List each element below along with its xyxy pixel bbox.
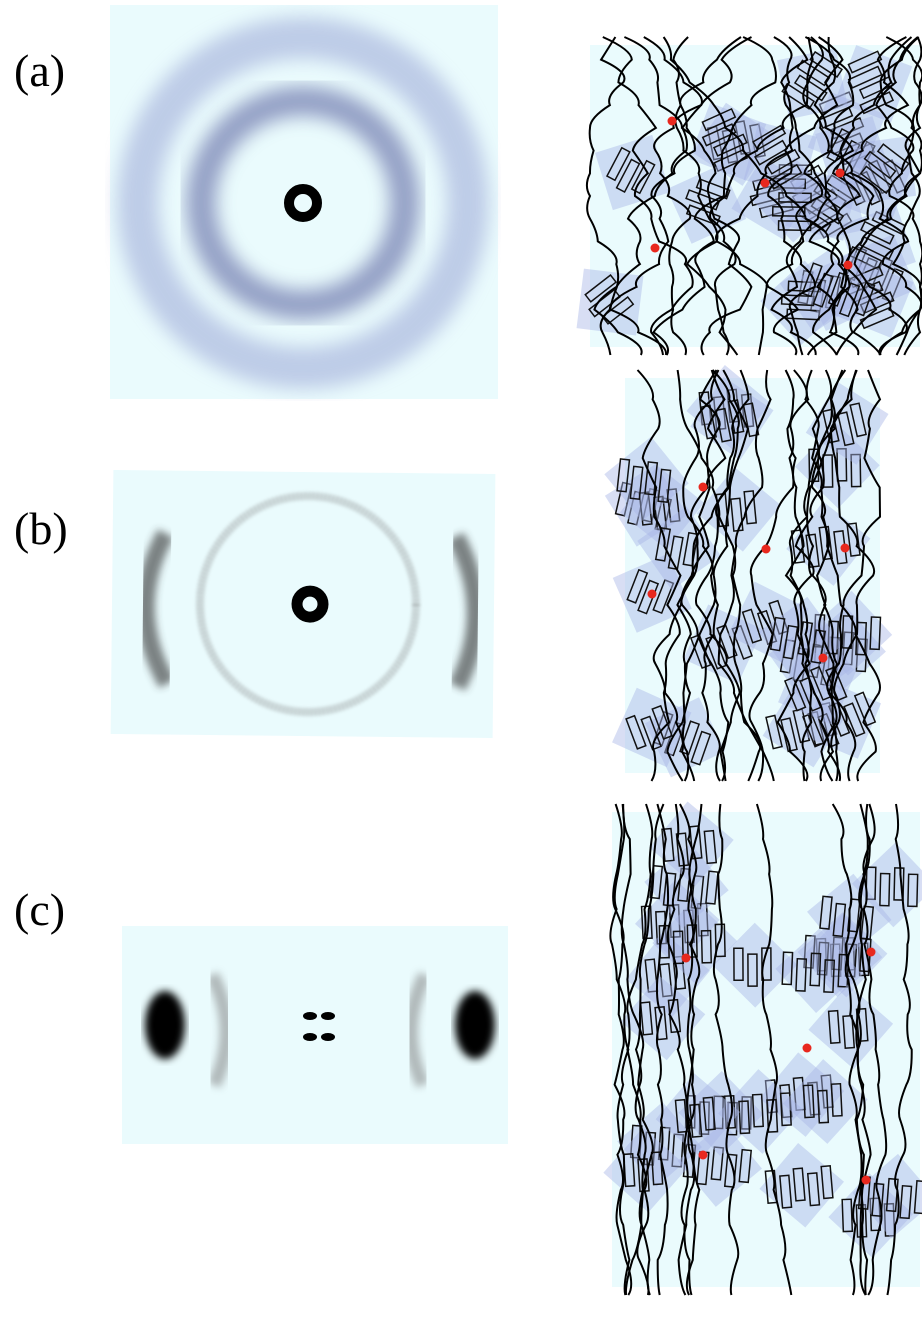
crosslink [862, 1176, 871, 1185]
xray-pattern-c [122, 926, 508, 1144]
panel-label: (a) [14, 45, 65, 96]
structure-schematic [604, 365, 892, 781]
xray-pattern-a [110, 5, 498, 399]
crosslink [699, 483, 708, 492]
crosslink [836, 169, 845, 178]
crosslink [651, 244, 660, 253]
crosslink [803, 1044, 812, 1053]
crosslink [819, 654, 828, 663]
crosslink [762, 545, 771, 554]
crosslink [699, 1151, 708, 1160]
panel-label: (b) [14, 503, 68, 554]
panel-label: (c) [14, 884, 65, 935]
figure: (a) (b) (c) [0, 0, 922, 1326]
xray-pattern-b [111, 470, 496, 738]
crosslink [682, 954, 691, 963]
crosslink [668, 117, 677, 126]
crosslink [761, 179, 770, 188]
schematics [577, 37, 922, 1295]
crosslink [841, 544, 850, 553]
domain [577, 269, 644, 336]
crosslink [844, 261, 853, 270]
structure-schematic [603, 801, 922, 1295]
structure-schematic [577, 37, 922, 355]
crosslink [648, 590, 657, 599]
crosslink [867, 948, 876, 957]
